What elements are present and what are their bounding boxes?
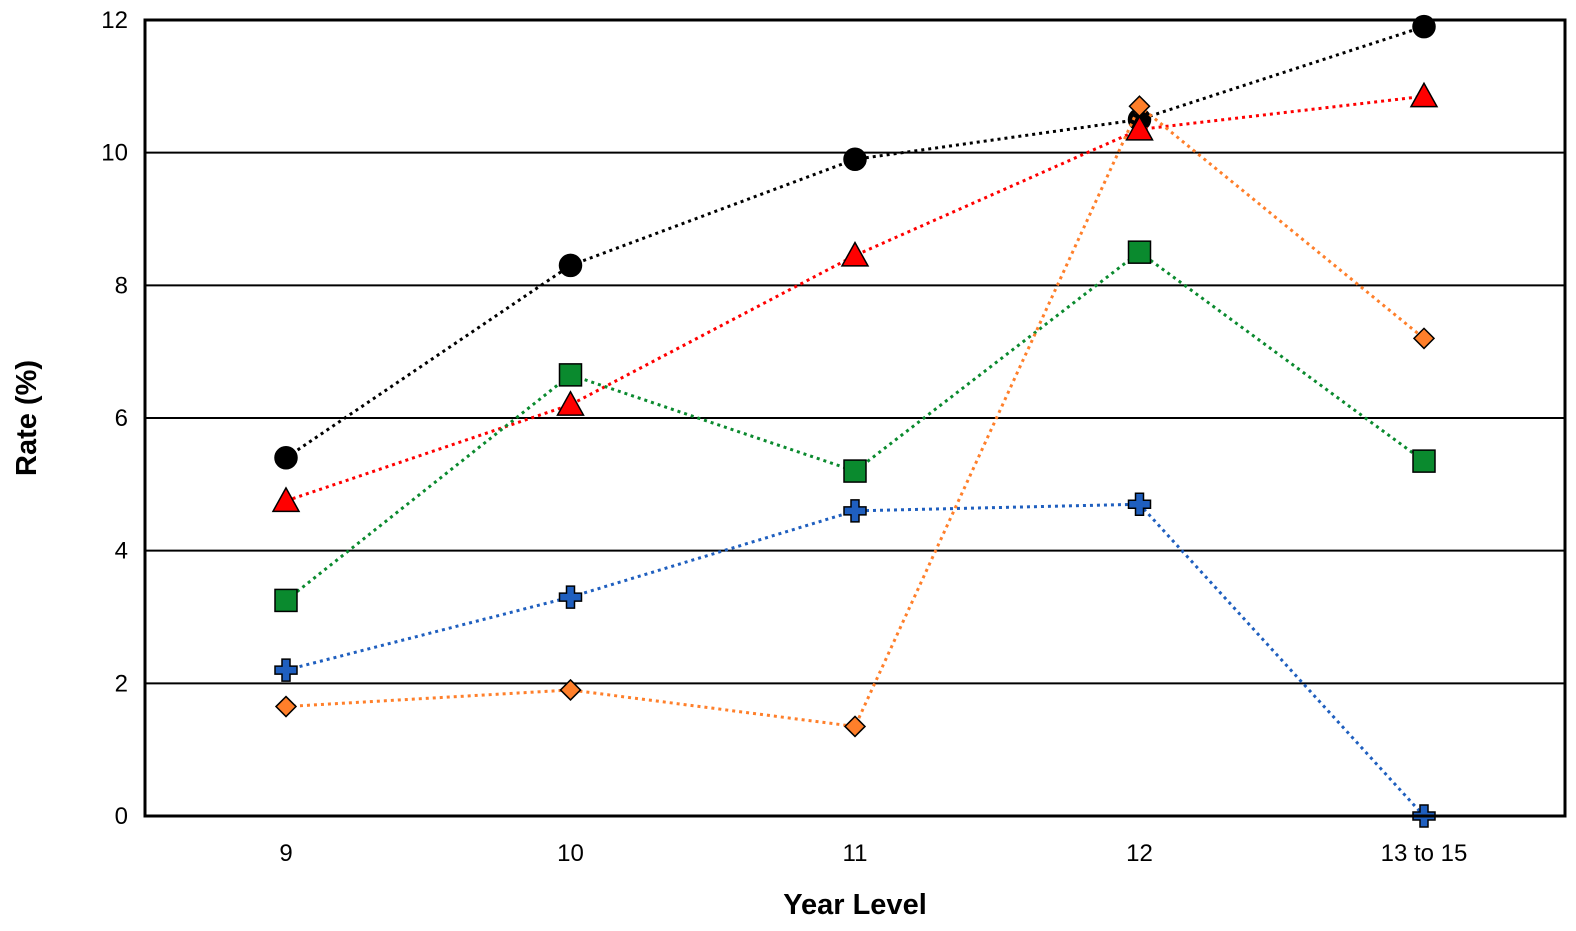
x-tick-label: 11 [843,840,868,867]
y-tick-label: 2 [115,670,128,697]
series-diamond [274,95,1436,738]
data-point-triangle [271,486,301,513]
data-point-diamond [559,678,582,702]
data-point-diamond [1412,327,1436,350]
data-point-cross [843,499,867,523]
x-axis-title: Year Level [783,889,927,921]
y-axis-title: Rate (%) [11,360,43,476]
data-point-square [1127,240,1152,264]
tick-layer: 0 2 4 6 8 10 12 9 10 11 12 13 to 15 [101,7,1467,867]
y-tick-label: 6 [115,405,128,432]
series-cross [274,492,1436,828]
data-point-triangle [840,240,870,267]
data-point-triangle [1125,114,1154,141]
series-triangle [271,81,1439,513]
data-point-diamond [1128,95,1151,118]
data-point-diamond [274,695,298,718]
data-point-square [274,588,298,613]
data-point-cross [558,585,583,609]
data-point-diamond [843,715,867,738]
data-point-cross [1127,492,1152,516]
y-tick-label: 10 [101,140,128,167]
series-line [285,103,1425,729]
x-tick-label: 12 [1126,840,1153,867]
y-tick-label: 12 [101,7,128,34]
x-tick-label: 10 [557,840,584,867]
data-point-square [558,363,583,387]
x-tick-label: 13 to 15 [1381,840,1468,867]
data-point-cross [274,658,298,682]
series-layer [271,14,1439,828]
data-point-triangle [556,390,585,416]
data-point-circle [843,147,867,172]
plot-frame [143,18,1567,818]
y-tick-label: 4 [115,538,128,565]
y-tick-label: 8 [115,272,128,299]
data-point-square [843,459,867,483]
x-tick-label: 9 [279,840,292,867]
series-line [285,250,1425,602]
y-tick-label: 0 [115,803,128,830]
series-square [274,240,1436,613]
grid-layer [145,151,1565,685]
data-point-circle [558,253,583,278]
data-point-triangle [1409,81,1439,108]
data-point-circle [274,446,298,470]
data-point-square [1412,449,1436,473]
